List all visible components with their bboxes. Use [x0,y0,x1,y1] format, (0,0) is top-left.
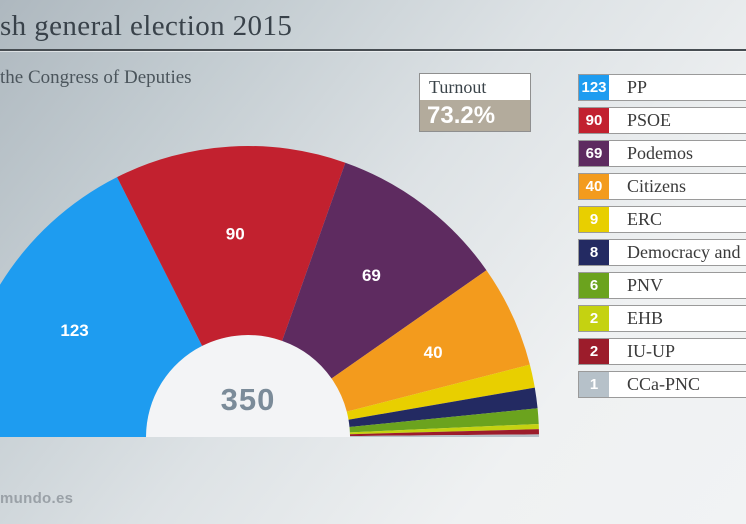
segment-value-label: 123 [60,321,88,340]
party-legend: 123 PP 90 PSOE 69 Podemos 40 Citizens 9 ERC 8 Democ… [578,74,746,404]
legend-badge: 123 [579,75,609,100]
legend-badge: 2 [579,306,609,331]
turnout-box: Turnout 73.2% [419,73,531,132]
segment-psoe[interactable] [117,145,346,346]
legend-badge: 1 [579,372,609,397]
legend-party-label: EHB [627,308,663,328]
segment-value-label: 90 [226,225,245,244]
legend-badge: 90 [579,108,609,133]
legend-party-label: IU-UP [627,341,675,361]
segment-erc[interactable] [346,364,535,420]
segment-democracy-and[interactable] [348,387,538,427]
legend-row-ehb[interactable]: 2 EHB [578,305,746,332]
legend-row-pnv[interactable]: 6 PNV [578,272,746,299]
legend-party-label: PP [627,77,648,97]
segment-podemos[interactable] [282,162,487,379]
hemicycle-center-hole [146,335,350,437]
legend-badge: 2 [579,339,609,364]
legend-badge: 40 [579,174,609,199]
legend-party-label: PNV [627,275,664,295]
total-seats-label: 350 [220,382,276,417]
legend-party-label: CCa-PNC [627,374,701,394]
legend-party-label: Citizens [627,176,686,196]
legend-badge: 9 [579,207,609,232]
segment-value-label: 40 [424,343,443,362]
page-subtitle: the Congress of Deputies [0,67,192,88]
segment-pp[interactable] [0,177,203,437]
legend-row-erc[interactable]: 9 ERC [578,206,746,233]
legend-row-iu-up[interactable]: 2 IU-UP [578,338,746,365]
legend-row-democracy-and[interactable]: 8 Democracy and [578,239,746,266]
segment-pnv[interactable] [349,408,539,433]
legend-party-label: Podemos [627,143,694,163]
legend-party-label: PSOE [627,110,672,130]
watermark: mundo.es [0,490,74,507]
turnout-label: Turnout [420,74,530,100]
legend-party-label: ERC [627,209,663,229]
legend-badge: 69 [579,141,609,166]
segment-citizens[interactable] [331,270,530,412]
legend-badge: 6 [579,273,609,298]
segment-cca-pnc[interactable] [350,434,540,437]
title-divider [0,49,746,51]
segment-ehb[interactable] [349,423,539,435]
legend-row-citizens[interactable]: 40 Citizens [578,173,746,200]
legend-party-label: Democracy and [627,242,741,262]
legend-row-pp[interactable]: 123 PP [578,74,746,101]
legend-row-psoe[interactable]: 90 PSOE [578,107,746,134]
legend-row-podemos[interactable]: 69 Podemos [578,140,746,167]
legend-row-cca-pnc[interactable]: 1 CCa-PNC [578,371,746,398]
legend-badge: 8 [579,240,609,265]
turnout-value: 73.2% [420,100,530,131]
segment-iu-up[interactable] [349,429,539,437]
segment-value-label: 69 [362,266,381,285]
page-title: sh general election 2015 [0,10,293,42]
